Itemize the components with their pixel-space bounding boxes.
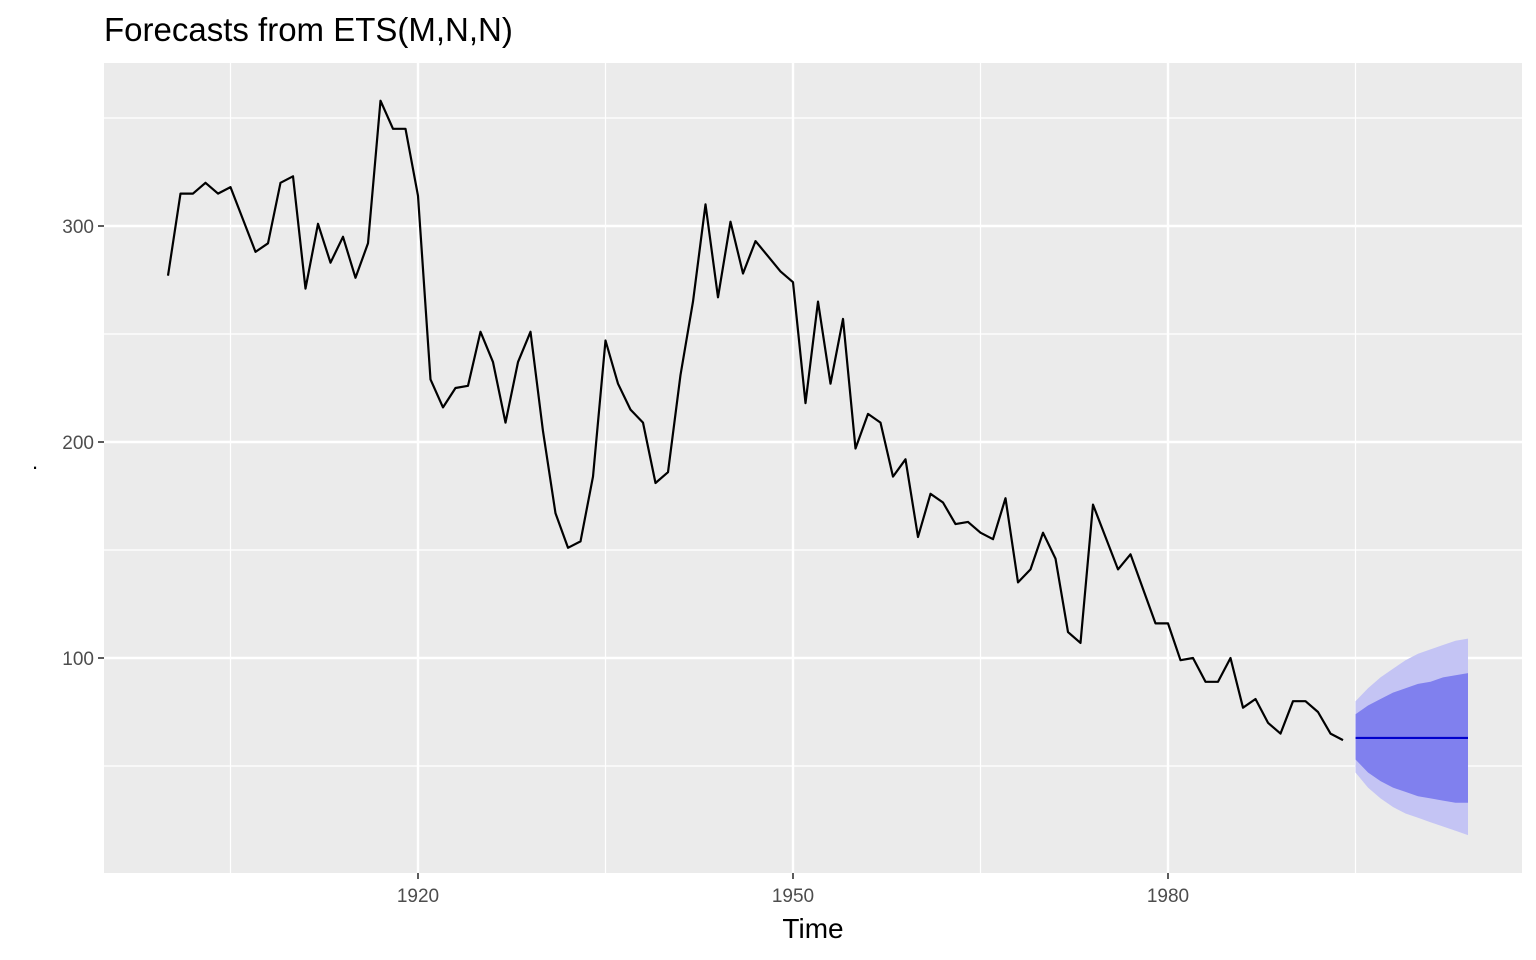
x-tick-label: 1920 [397, 886, 439, 907]
series-layer [166, 99, 1344, 742]
series-line [166, 99, 1344, 742]
x-axis-title: Time [782, 913, 843, 944]
major-gridlines [104, 63, 1522, 873]
forecast-layer [1355, 638, 1468, 836]
chart-title: Forecasts from ETS(M,N,N) [104, 11, 513, 48]
y-tick-label: 100 [62, 649, 94, 670]
y-axis-title: . [32, 449, 38, 474]
x-tick-label: 1980 [1147, 886, 1189, 907]
x-axis: 1920 1950 1980 [397, 873, 1189, 907]
x-tick-label: 1950 [772, 886, 814, 907]
y-tick-label: 200 [62, 433, 94, 454]
plot-panel [104, 63, 1522, 873]
y-axis: 100 200 300 [62, 217, 104, 670]
y-tick-label: 300 [62, 217, 94, 238]
